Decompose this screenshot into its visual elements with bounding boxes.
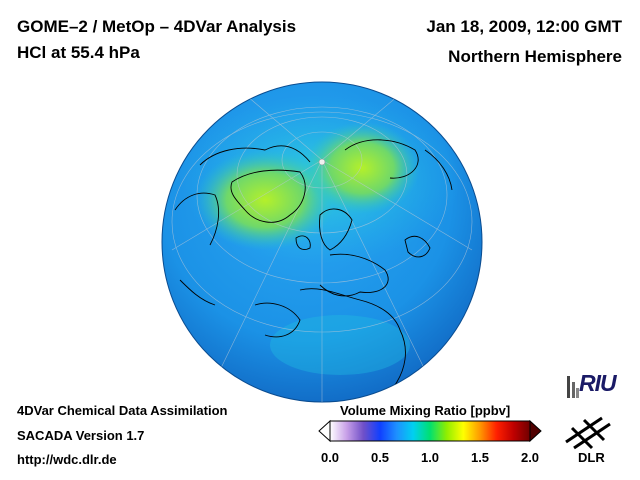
colorbar-tick: 0.0: [320, 450, 340, 465]
hcl-field: [171, 89, 473, 402]
colorbar-tick: 1.5: [470, 450, 490, 465]
coastlines: [174, 139, 453, 386]
riu-logo-icon: [567, 376, 579, 398]
colorbar-tick: 2.0: [520, 450, 540, 465]
footer-version: SACADA Version 1.7: [17, 428, 145, 443]
colorbar-tick: 1.0: [420, 450, 440, 465]
map-title: GOME–2 / MetOp – 4DVar Analysis: [17, 17, 297, 36]
low-value-region: [270, 315, 410, 375]
colorbar-title: Volume Mixing Ratio [ppbv]: [340, 403, 511, 418]
map-subtitle: HCl at 55.4 hPa: [17, 43, 140, 62]
colorbar-tick: 0.5: [370, 450, 390, 465]
graticule: [171, 89, 473, 402]
colorbar: [318, 419, 542, 443]
dlr-logo-icon: [565, 416, 611, 450]
high-hcl-region-west: [195, 150, 335, 250]
colorbar-gradient: [329, 420, 531, 442]
map-date: Jan 18, 2009, 12:00 GMT: [426, 17, 622, 36]
colorbar-under-arrow: [318, 419, 331, 443]
footer-method: 4DVar Chemical Data Assimilation: [17, 403, 228, 418]
north-pole-marker: [318, 158, 326, 166]
riu-logo: RIU: [579, 370, 617, 396]
footer-url: http://wdc.dlr.de: [17, 452, 117, 467]
dlr-logo: DLR: [578, 450, 605, 465]
map-region: Northern Hemisphere: [448, 47, 622, 66]
colorbar-over-arrow: [529, 419, 542, 443]
high-hcl-region-east: [304, 122, 420, 214]
